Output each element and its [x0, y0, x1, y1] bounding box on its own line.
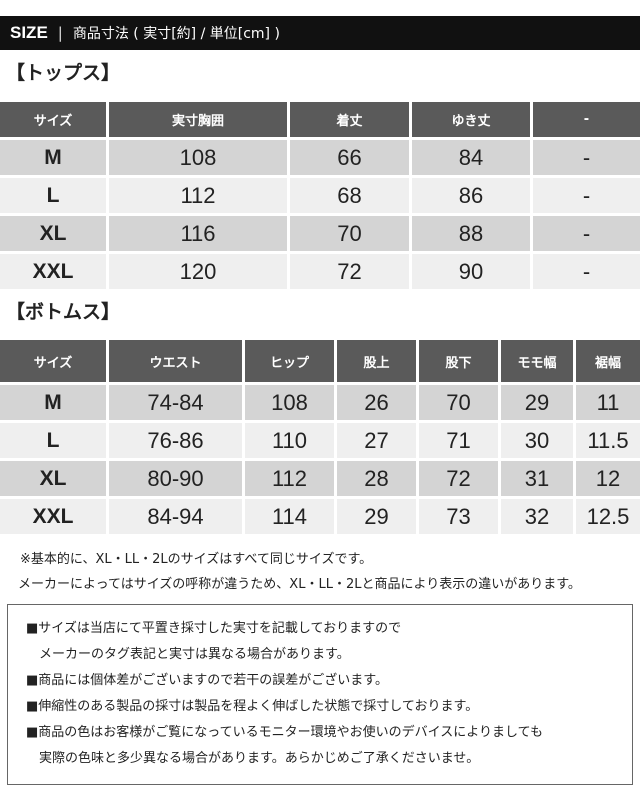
value-cell: 70	[290, 216, 409, 251]
size-label: SIZE	[10, 23, 48, 42]
disclaimer-line: ■伸縮性のある製品の採寸は製品を程よく伸ばした状態で採寸しております。	[26, 699, 479, 714]
size-cell: XXL	[0, 499, 106, 534]
size-cell: L	[0, 178, 106, 213]
size-cell: XL	[0, 216, 106, 251]
size-cell: M	[0, 385, 106, 420]
value-cell: 108	[245, 385, 334, 420]
table-row: M 74-84 108 26 70 29 11	[0, 385, 640, 420]
note-line-1: ※基本的に、XL・LL・2Lのサイズはすべて同じサイズです。	[20, 552, 373, 567]
value-cell: -	[533, 254, 640, 289]
value-cell: 76-86	[109, 423, 242, 458]
size-cell: L	[0, 423, 106, 458]
value-cell: 108	[109, 140, 287, 175]
column-header: -	[533, 102, 640, 137]
disclaimer-line: ■商品には個体差がございますので若干の誤差がございます。	[26, 673, 388, 688]
value-cell: 112	[245, 461, 334, 496]
header-subtitle: 商品寸法 ( 実寸[約] / 単位[cm] )	[72, 26, 280, 42]
bottoms-title: 【ボトムス】	[6, 301, 121, 323]
value-cell: 29	[337, 499, 416, 534]
table-row: XXL 120 72 90-	[0, 254, 640, 289]
value-cell: 90	[412, 254, 530, 289]
value-cell: 11.5	[576, 423, 640, 458]
value-cell: 26	[337, 385, 416, 420]
column-header: 股下	[419, 340, 498, 382]
value-cell: 11	[576, 385, 640, 420]
disclaimer-line: ■商品の色はお客様がご覧になっているモニター環境やお使いのデバイスによりましても	[26, 725, 543, 740]
value-cell: 32	[501, 499, 573, 534]
size-cell: XXL	[0, 254, 106, 289]
value-cell: 68	[290, 178, 409, 213]
column-header: サイズ	[0, 340, 106, 382]
value-cell: 86	[412, 178, 530, 213]
value-cell: -	[533, 178, 640, 213]
value-cell: 112	[109, 178, 287, 213]
value-cell: 73	[419, 499, 498, 534]
table-row: XXL 84-94 114 29 73 32 12.5	[0, 499, 640, 534]
tops-title: 【トップス】	[6, 62, 121, 84]
table-row: M 108 66 84-	[0, 140, 640, 175]
value-cell: 72	[290, 254, 409, 289]
note-line-2: メーカーによってはサイズの呼称が違うため、XL・LL・2Lと商品により表示の違い…	[18, 577, 581, 592]
column-header: ヒップ	[245, 340, 334, 382]
separator: |	[57, 24, 63, 42]
column-header: 着丈	[290, 102, 409, 137]
disclaimer-box: ■サイズは当店にて平置き採寸した実寸を記載しておりますのでメーカーのタグ表記と実…	[7, 604, 633, 785]
value-cell: 120	[109, 254, 287, 289]
value-cell: 110	[245, 423, 334, 458]
value-cell: 29	[501, 385, 573, 420]
column-header: サイズ	[0, 102, 106, 137]
value-cell: 84-94	[109, 499, 242, 534]
value-cell: 84	[412, 140, 530, 175]
value-cell: 30	[501, 423, 573, 458]
value-cell: 116	[109, 216, 287, 251]
column-header: 実寸胸囲	[109, 102, 287, 137]
value-cell: 12	[576, 461, 640, 496]
value-cell: 28	[337, 461, 416, 496]
column-header: 裾幅	[576, 340, 640, 382]
size-cell: M	[0, 140, 106, 175]
value-cell: 12.5	[576, 499, 640, 534]
bottoms-size-table: サイズ ウエスト ヒップ 股上 股下 モモ幅 裾幅 M 74-84 108 26 70 29 11 L 76-…	[0, 337, 640, 537]
tops-size-table: サイズ 実寸胸囲 着丈 ゆき丈 - M 108 66 84- L 112 68 86- XL 116 70 88…	[0, 99, 640, 292]
value-cell: 70	[419, 385, 498, 420]
value-cell: -	[533, 216, 640, 251]
column-header: ゆき丈	[412, 102, 530, 137]
value-cell: 88	[412, 216, 530, 251]
value-cell: 114	[245, 499, 334, 534]
value-cell: 66	[290, 140, 409, 175]
value-cell: 31	[501, 461, 573, 496]
value-cell: 74-84	[109, 385, 242, 420]
column-header: 股上	[337, 340, 416, 382]
table-row: L 112 68 86-	[0, 178, 640, 213]
column-header: モモ幅	[501, 340, 573, 382]
disclaimer-line: ■サイズは当店にて平置き採寸した実寸を記載しておりますので	[26, 621, 402, 636]
disclaimer-line: メーカーのタグ表記と実寸は異なる場合があります。	[39, 647, 350, 662]
value-cell: 27	[337, 423, 416, 458]
size-header-bar: SIZE | 商品寸法 ( 実寸[約] / 単位[cm] )	[0, 16, 640, 50]
table-row: L 76-86 110 27 71 30 11.5	[0, 423, 640, 458]
column-header: ウエスト	[109, 340, 242, 382]
table-row: XL 116 70 88-	[0, 216, 640, 251]
disclaimer-line: 実際の色味と多少異なる場合があります。あらかじめご了承くださいませ。	[39, 751, 480, 766]
value-cell: -	[533, 140, 640, 175]
value-cell: 80-90	[109, 461, 242, 496]
value-cell: 71	[419, 423, 498, 458]
value-cell: 72	[419, 461, 498, 496]
size-cell: XL	[0, 461, 106, 496]
table-row: XL 80-90 112 28 72 31 12	[0, 461, 640, 496]
